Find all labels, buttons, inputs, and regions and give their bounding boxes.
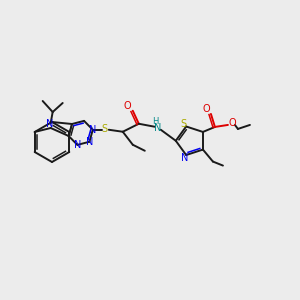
Text: N: N [46,119,53,129]
Text: N: N [86,137,93,147]
Text: O: O [228,118,236,128]
Text: O: O [124,101,132,111]
Text: S: S [180,119,186,130]
Text: N: N [89,125,97,135]
Text: N: N [154,123,161,133]
Text: N: N [182,153,189,163]
Text: H: H [153,117,159,126]
Text: N: N [74,140,81,150]
Text: S: S [102,124,108,134]
Text: O: O [202,104,210,114]
